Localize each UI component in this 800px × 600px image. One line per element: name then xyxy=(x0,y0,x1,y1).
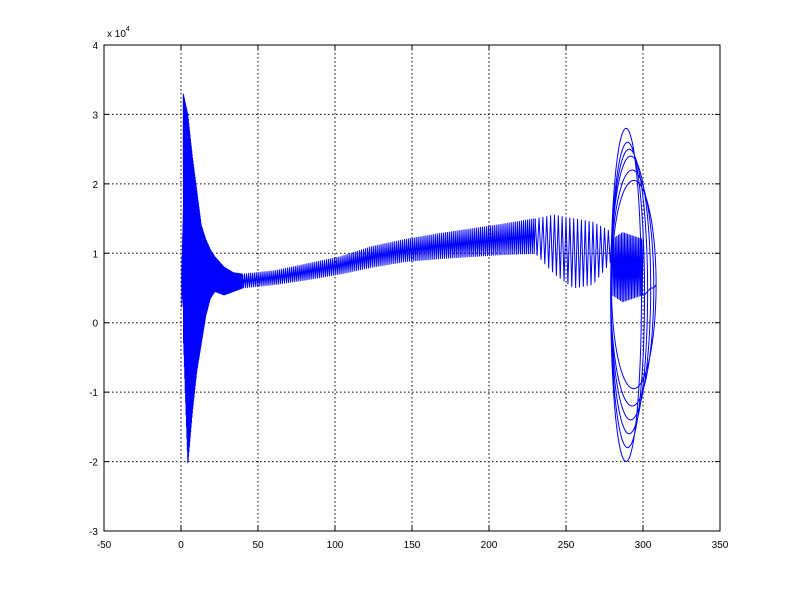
y-tick-label: -3 xyxy=(89,527,98,538)
series-line-segment xyxy=(242,218,536,289)
y-tick-label: -2 xyxy=(89,458,98,469)
x-tick-label: 50 xyxy=(252,540,264,551)
y-tick-label: 2 xyxy=(92,180,98,191)
x-tick-label: 150 xyxy=(404,540,421,551)
x-tick-label: -50 xyxy=(97,540,112,551)
series-line-segment xyxy=(214,256,244,296)
y-tick-label: 0 xyxy=(92,319,98,330)
x-tick-label: 0 xyxy=(178,540,184,551)
x-tick-label: 200 xyxy=(481,540,498,551)
series-line-segment xyxy=(534,214,613,289)
ticks: -50 0 50 100 150 200 250 300 350 -3 -2 -1 0 1 2 3 4 xyxy=(89,41,729,551)
y-exponent-base: x 10 xyxy=(107,29,126,40)
y-tick-label: 4 xyxy=(92,41,98,52)
x-tick-label: 250 xyxy=(558,540,575,551)
y-exponent-label: x 104 xyxy=(107,26,130,40)
series-line-segment xyxy=(182,93,216,463)
series-line-segment xyxy=(610,127,657,462)
grid xyxy=(104,45,720,531)
y-exponent-power: 4 xyxy=(126,26,130,33)
y-tick-label: 1 xyxy=(92,249,98,260)
series-line-segment xyxy=(611,232,644,303)
x-tick-label: 350 xyxy=(712,540,729,551)
y-tick-label: 3 xyxy=(92,110,98,121)
x-tick-label: 300 xyxy=(635,540,652,551)
y-tick-label: -1 xyxy=(89,388,98,399)
x-tick-label: 100 xyxy=(327,540,344,551)
series-layer xyxy=(181,93,657,463)
